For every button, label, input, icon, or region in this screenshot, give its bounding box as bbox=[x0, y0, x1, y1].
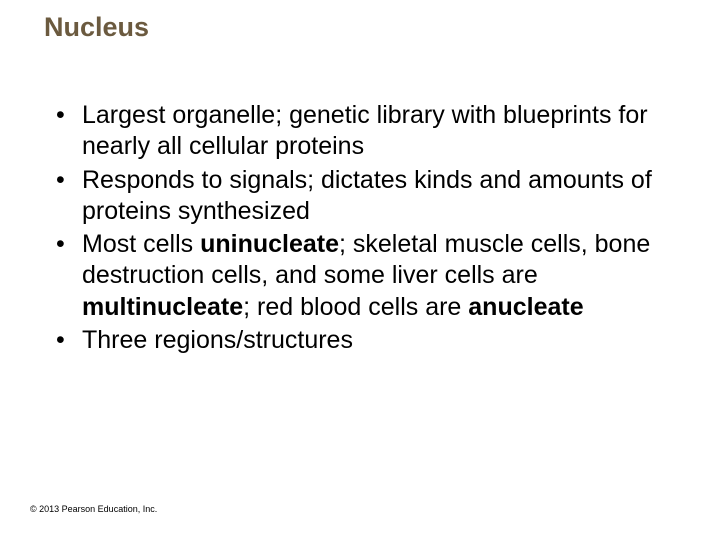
slide: Nucleus Largest organelle; genetic libra… bbox=[0, 0, 720, 540]
slide-body: Largest organelle; genetic library with … bbox=[54, 100, 664, 358]
bold-term: multinucleate bbox=[82, 293, 243, 321]
bullet-item: Most cells uninucleate; skeletal muscle … bbox=[54, 229, 664, 323]
slide-title: Nucleus bbox=[44, 12, 149, 43]
text-run: ; red blood cells are bbox=[243, 293, 468, 321]
copyright-notice: © 2013 Pearson Education, Inc. bbox=[30, 504, 157, 514]
bold-term: anucleate bbox=[468, 293, 583, 321]
bullet-list: Largest organelle; genetic library with … bbox=[54, 100, 664, 356]
bold-term: uninucleate bbox=[200, 230, 339, 258]
bullet-item: Largest organelle; genetic library with … bbox=[54, 100, 664, 163]
bullet-item: Three regions/structures bbox=[54, 325, 664, 356]
bullet-item: Responds to signals; dictates kinds and … bbox=[54, 165, 664, 228]
text-run: Most cells bbox=[82, 230, 200, 258]
